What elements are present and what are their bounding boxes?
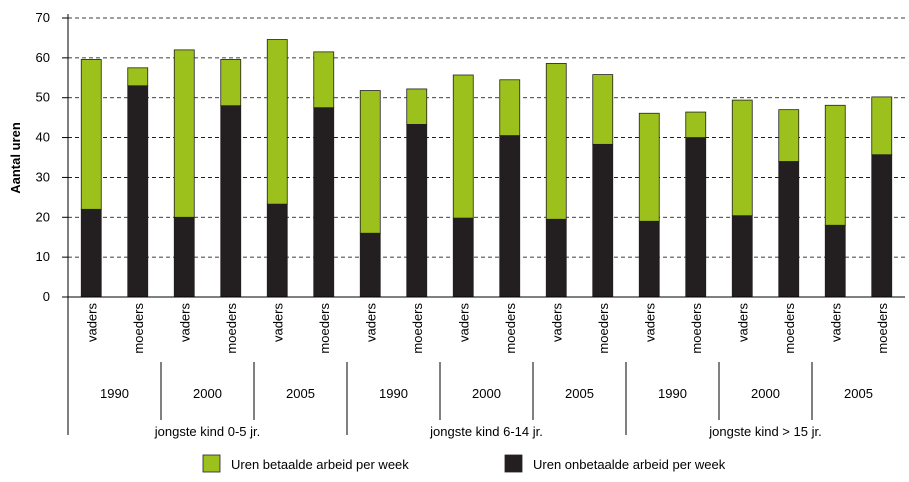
bar-segment bbox=[824, 224, 846, 298]
y-tick-label: 40 bbox=[36, 130, 50, 145]
bar-segment bbox=[80, 59, 102, 210]
year-label: 1990 bbox=[379, 386, 408, 401]
category-label: vaders bbox=[456, 303, 471, 343]
bar-segment bbox=[638, 112, 660, 222]
bar-segment bbox=[824, 104, 846, 226]
category-label: vaders bbox=[363, 303, 378, 343]
bar-segment bbox=[685, 137, 707, 298]
legend-swatch bbox=[202, 454, 221, 473]
bar-segment bbox=[406, 124, 428, 298]
bar-segment bbox=[313, 51, 335, 109]
y-tick-label: 0 bbox=[43, 289, 50, 304]
category-label: vaders bbox=[270, 303, 285, 343]
year-label: 1990 bbox=[658, 386, 687, 401]
y-tick-label: 10 bbox=[36, 249, 50, 264]
year-label: 2000 bbox=[751, 386, 780, 401]
bar-segment bbox=[127, 67, 149, 87]
group-label: jongste kind > 15 jr. bbox=[708, 424, 821, 439]
bar-segment bbox=[499, 79, 521, 136]
bar-segment bbox=[220, 59, 242, 107]
y-tick-labels: 0 10 20 30 40 50 60 70 bbox=[36, 10, 50, 304]
category-label: moeders bbox=[782, 303, 797, 354]
bar-segment bbox=[731, 99, 753, 217]
bar-segment bbox=[871, 96, 893, 156]
y-tick-label: 70 bbox=[36, 10, 50, 25]
category-label: moeders bbox=[596, 303, 611, 354]
bar-segment bbox=[313, 107, 335, 298]
group-label: jongste kind 6-14 jr. bbox=[429, 424, 543, 439]
year-label: 2005 bbox=[286, 386, 315, 401]
category-labels: vaders moeders vaders moeders vaders moeders v… bbox=[84, 303, 890, 440]
category-label: vaders bbox=[642, 303, 657, 343]
bar-segment bbox=[499, 135, 521, 298]
legend: Uren betaalde arbeid per week Uren onbeta… bbox=[202, 454, 726, 473]
legend-label: Uren betaalde arbeid per week bbox=[231, 457, 409, 472]
category-label: moeders bbox=[317, 303, 332, 354]
legend-swatch bbox=[504, 454, 523, 473]
bar-segment bbox=[406, 88, 428, 125]
y-axis-label: Aantal uren bbox=[8, 122, 23, 194]
y-tick-label: 30 bbox=[36, 169, 50, 184]
legend-label: Uren onbetaalde arbeid per week bbox=[533, 457, 726, 472]
category-label: vaders bbox=[735, 303, 750, 343]
bar-segment bbox=[545, 63, 567, 220]
bar-segment bbox=[452, 217, 474, 298]
category-label: vaders bbox=[549, 303, 564, 343]
axes bbox=[62, 14, 905, 435]
category-label: vaders bbox=[177, 303, 192, 343]
bar-segment bbox=[173, 216, 195, 298]
y-tick-label: 50 bbox=[36, 90, 50, 105]
year-label: 2000 bbox=[193, 386, 222, 401]
bar-segment bbox=[778, 109, 800, 162]
bar-segment bbox=[127, 85, 149, 298]
category-label: moeders bbox=[503, 303, 518, 354]
category-label: vaders bbox=[84, 303, 99, 343]
year-label: 1990 bbox=[100, 386, 129, 401]
bar-segment bbox=[778, 161, 800, 298]
bar-segment bbox=[685, 111, 707, 138]
year-label: 2005 bbox=[844, 386, 873, 401]
bar-segment bbox=[638, 220, 660, 298]
category-label: moeders bbox=[410, 303, 425, 354]
category-label: moeders bbox=[689, 303, 704, 354]
y-tick-label: 20 bbox=[36, 209, 50, 224]
bar-segment bbox=[173, 49, 195, 218]
bar-segment bbox=[359, 232, 381, 298]
category-label: moeders bbox=[131, 303, 146, 354]
category-label: vaders bbox=[828, 303, 843, 343]
bar-segment bbox=[592, 74, 614, 145]
bar-segment bbox=[731, 215, 753, 298]
year-label: 2000 bbox=[472, 386, 501, 401]
bar-segment bbox=[452, 74, 474, 219]
category-label: moeders bbox=[875, 303, 890, 354]
bar-segment bbox=[80, 208, 102, 298]
bar-segment bbox=[592, 143, 614, 298]
bar-segment bbox=[220, 105, 242, 298]
bar-segment bbox=[545, 218, 567, 298]
group-label: jongste kind 0-5 jr. bbox=[154, 424, 261, 439]
bar-segment bbox=[266, 39, 288, 205]
bars bbox=[80, 39, 893, 298]
bar-segment bbox=[871, 154, 893, 298]
category-label: moeders bbox=[224, 303, 239, 354]
bar-segment bbox=[359, 90, 381, 234]
year-label: 2005 bbox=[565, 386, 594, 401]
bar-segment bbox=[266, 203, 288, 298]
y-tick-label: 60 bbox=[36, 50, 50, 65]
